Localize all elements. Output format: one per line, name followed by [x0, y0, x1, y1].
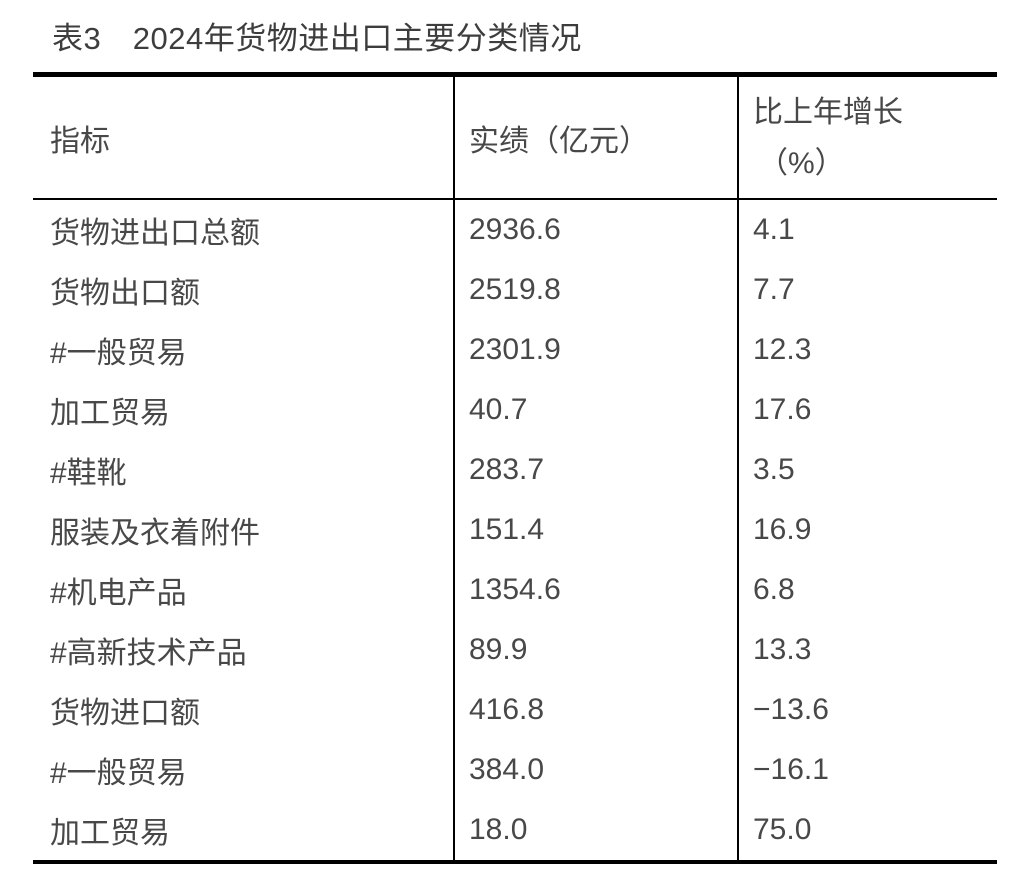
row-growth: 4.1: [737, 200, 997, 260]
table-row: #一般贸易 2301.9 12.3: [33, 320, 997, 380]
row-indicator: #机电产品: [50, 577, 187, 610]
table-row: 加工贸易 18.0 75.0: [33, 800, 997, 860]
import-export-table: 指标 实绩（亿元） 比上年增长 （%） 货物进出口总额 2936.6 4.1 货…: [33, 72, 997, 864]
table-row: 加工贸易 40.7 17.6: [33, 380, 997, 440]
row-growth: −16.1: [737, 740, 997, 800]
row-value: 151.4: [453, 500, 737, 560]
row-indicator: #一般贸易: [50, 337, 187, 370]
table-row: 货物出口额 2519.8 7.7: [33, 260, 997, 320]
row-indicator: 货物进出口总额: [50, 217, 260, 250]
row-indicator: 货物出口额: [50, 277, 200, 310]
row-indicator: #鞋靴: [50, 457, 127, 490]
header-growth-line2: （%）: [758, 146, 845, 180]
row-value: 416.8: [453, 680, 737, 740]
table-row: #鞋靴 283.7 3.5: [33, 440, 997, 500]
row-value: 1354.6: [453, 560, 737, 620]
row-growth: 12.3: [737, 320, 997, 380]
table-row: 服装及衣着附件 151.4 16.9: [33, 500, 997, 560]
row-value: 384.0: [453, 740, 737, 800]
row-indicator: 加工贸易: [50, 817, 170, 850]
header-value: 实绩（亿元）: [453, 77, 737, 198]
row-value: 89.9: [453, 620, 737, 680]
table-row: 货物进出口总额 2936.6 4.1: [33, 200, 997, 260]
row-value: 2301.9: [453, 320, 737, 380]
row-growth: 75.0: [737, 800, 997, 860]
header-indicator: 指标: [50, 124, 110, 158]
header-growth-line1: 比上年增长: [753, 95, 903, 129]
row-indicator: #一般贸易: [50, 757, 187, 790]
row-value: 18.0: [453, 800, 737, 860]
table-title: 表3 2024年货物进出口主要分类情况: [52, 21, 582, 56]
row-value: 2519.8: [453, 260, 737, 320]
row-value: 2936.6: [453, 200, 737, 260]
table-row: #机电产品 1354.6 6.8: [33, 560, 997, 620]
table-header-row: 指标 实绩（亿元） 比上年增长 （%）: [33, 77, 997, 200]
row-growth: −13.6: [737, 680, 997, 740]
table-row: #高新技术产品 89.9 13.3: [33, 620, 997, 680]
row-growth: 16.9: [737, 500, 997, 560]
row-growth: 6.8: [737, 560, 997, 620]
row-indicator: 服装及衣着附件: [50, 517, 260, 550]
row-indicator: #高新技术产品: [50, 637, 247, 670]
header-growth: 比上年增长 （%）: [737, 77, 997, 198]
row-growth: 13.3: [737, 620, 997, 680]
row-growth: 3.5: [737, 440, 997, 500]
row-indicator: 货物进口额: [50, 697, 200, 730]
row-growth: 7.7: [737, 260, 997, 320]
row-value: 283.7: [453, 440, 737, 500]
table-row: #一般贸易 384.0 −16.1: [33, 740, 997, 800]
row-growth: 17.6: [737, 380, 997, 440]
row-value: 40.7: [453, 380, 737, 440]
row-indicator: 加工贸易: [50, 397, 170, 430]
table-row: 货物进口额 416.8 −13.6: [33, 680, 997, 740]
